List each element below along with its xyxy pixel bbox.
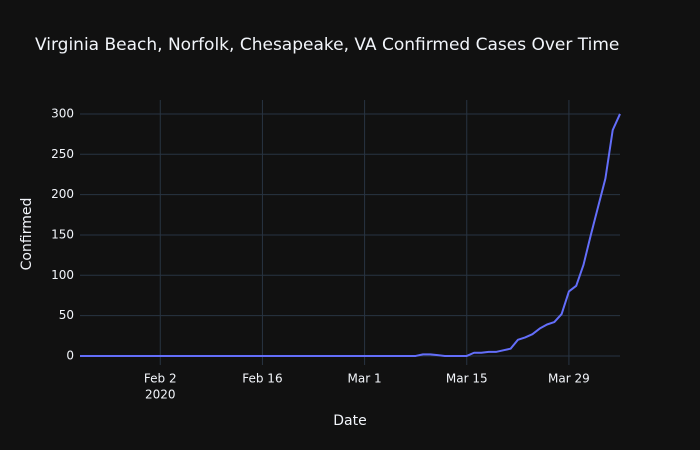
y-tick-label: 250 <box>51 147 74 161</box>
data-line <box>80 113 621 357</box>
y-tick-label: 100 <box>51 268 74 282</box>
y-tick-label: 300 <box>51 106 74 120</box>
x-tick-label: Mar 29 <box>548 372 590 386</box>
x-tick-year: 2020 <box>145 388 176 402</box>
y-tick-label: 0 <box>66 348 74 362</box>
chart-title: Virginia Beach, Norfolk, Chesapeake, VA … <box>35 35 619 55</box>
x-tick-label: Mar 15 <box>446 372 488 386</box>
y-axis-title: Confirmed <box>19 198 35 271</box>
y-tick-label: 200 <box>51 187 74 201</box>
y-tick-label: 150 <box>51 227 74 241</box>
x-axis-title: Date <box>333 413 366 429</box>
y-tick-label: 50 <box>59 308 74 322</box>
x-tick-label: Feb 16 <box>242 372 282 386</box>
x-tick-label: Feb 2 <box>144 372 177 386</box>
x-tick-label: Mar 1 <box>348 372 382 386</box>
